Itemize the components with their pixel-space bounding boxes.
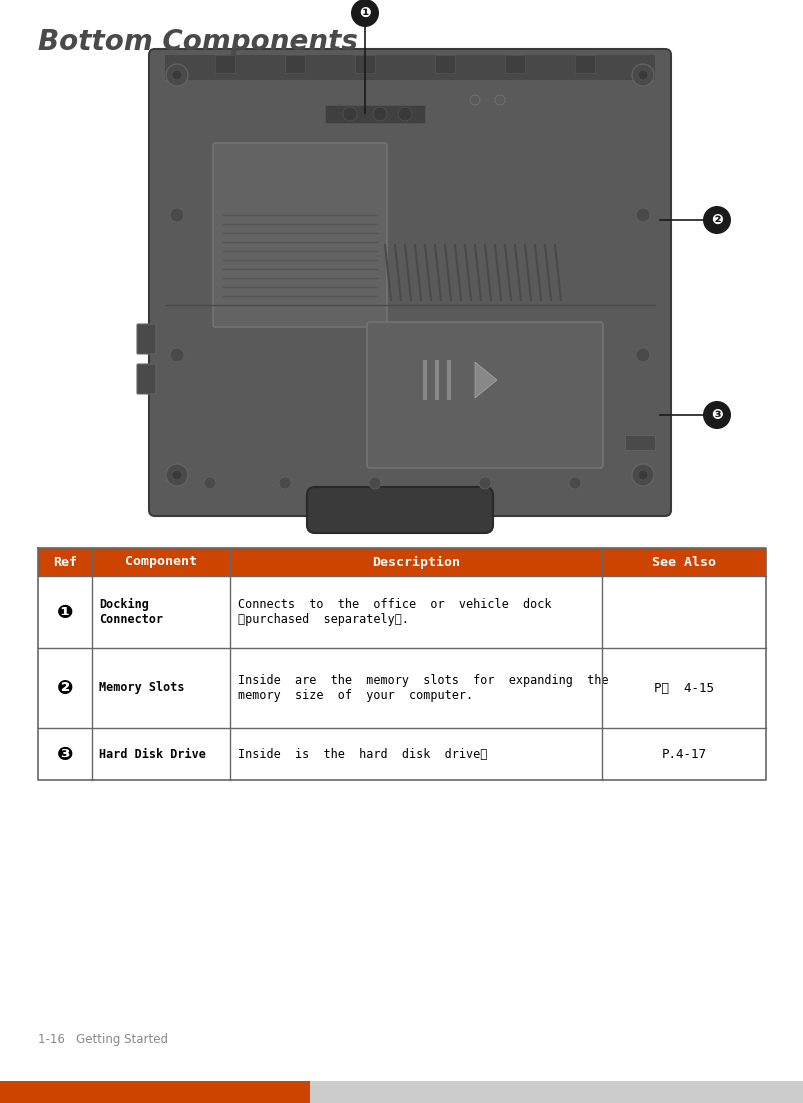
Circle shape — [702, 206, 730, 234]
Circle shape — [169, 208, 184, 222]
Text: ❸: ❸ — [710, 408, 722, 422]
Bar — [38, 576, 765, 647]
Circle shape — [569, 476, 581, 489]
Polygon shape — [475, 362, 496, 398]
FancyBboxPatch shape — [366, 322, 602, 468]
Circle shape — [397, 107, 411, 121]
Text: Inside  are  the  memory  slots  for  expanding  the
memory  size  of  your  com: Inside are the memory slots for expandin… — [238, 674, 608, 702]
Circle shape — [343, 107, 357, 121]
Circle shape — [172, 470, 181, 480]
Text: P．  4-15: P． 4-15 — [653, 682, 713, 695]
Bar — [504, 55, 524, 73]
Bar — [434, 55, 454, 73]
Text: ❶: ❶ — [359, 6, 370, 20]
Text: See Also: See Also — [651, 556, 715, 568]
Circle shape — [279, 476, 291, 489]
Circle shape — [369, 476, 381, 489]
Bar — [0, 1081, 310, 1103]
Circle shape — [165, 464, 188, 486]
Circle shape — [479, 476, 491, 489]
Text: ❸: ❸ — [57, 745, 73, 763]
Text: 1-16   Getting Started: 1-16 Getting Started — [38, 1034, 168, 1046]
FancyBboxPatch shape — [137, 324, 156, 354]
Bar — [214, 55, 234, 73]
Text: Inside  is  the  hard  disk  drive．: Inside is the hard disk drive． — [238, 748, 487, 760]
Circle shape — [495, 95, 504, 105]
Bar — [624, 435, 654, 450]
Bar — [165, 55, 654, 81]
Circle shape — [635, 349, 649, 362]
Text: Docking
Connector: Docking Connector — [99, 598, 163, 627]
Circle shape — [638, 69, 647, 81]
Circle shape — [204, 476, 216, 489]
Text: Hard Disk Drive: Hard Disk Drive — [99, 748, 206, 760]
Circle shape — [631, 464, 653, 486]
Text: Connects  to  the  office  or  vehicle  dock
（purchased  separately）.: Connects to the office or vehicle dock （… — [238, 598, 551, 627]
Text: Memory Slots: Memory Slots — [99, 682, 184, 695]
Circle shape — [702, 401, 730, 429]
Text: Description: Description — [372, 556, 459, 568]
Text: Bottom Components: Bottom Components — [38, 28, 357, 56]
FancyBboxPatch shape — [137, 364, 156, 394]
FancyBboxPatch shape — [149, 49, 671, 516]
Text: ❷: ❷ — [710, 213, 722, 227]
Text: Component: Component — [124, 556, 197, 568]
Circle shape — [635, 208, 649, 222]
Text: Ref: Ref — [53, 556, 77, 568]
Bar — [38, 548, 765, 576]
Circle shape — [638, 470, 647, 480]
Circle shape — [373, 107, 386, 121]
Circle shape — [470, 95, 479, 105]
FancyBboxPatch shape — [213, 143, 386, 326]
Circle shape — [169, 349, 184, 362]
Bar — [324, 105, 425, 124]
Text: ❶: ❶ — [57, 602, 73, 621]
Circle shape — [172, 69, 181, 81]
Circle shape — [165, 64, 188, 86]
Bar — [310, 1081, 803, 1103]
Text: ❷: ❷ — [57, 678, 73, 697]
Bar — [38, 728, 765, 780]
Bar — [38, 647, 765, 728]
Bar — [284, 55, 304, 73]
Text: P.4-17: P.4-17 — [661, 748, 706, 760]
Circle shape — [351, 0, 378, 26]
FancyBboxPatch shape — [307, 488, 492, 533]
Circle shape — [631, 64, 653, 86]
Bar — [574, 55, 594, 73]
Bar — [355, 55, 374, 73]
